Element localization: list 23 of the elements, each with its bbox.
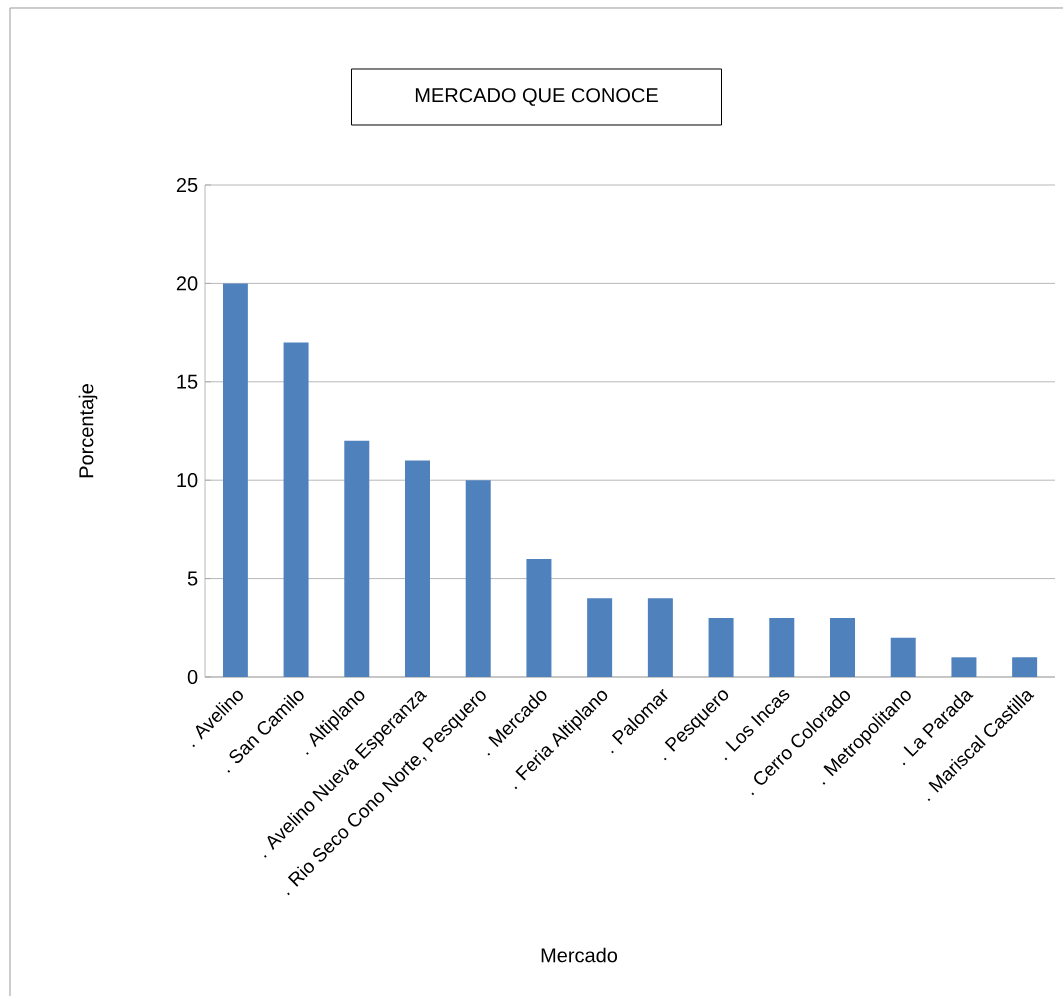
y-tick-label: 25 [176,177,198,193]
y-axis-title: Porcentaje [78,384,98,478]
y-tick-label: 15 [177,374,198,389]
bar [647,598,673,677]
bar [344,440,370,677]
chart-title: MERCADO QUE CONOCE [415,88,658,106]
bar [465,480,491,677]
bar [526,558,552,677]
x-axis-title: Mercado [541,947,618,963]
bar [769,617,795,677]
bar [890,637,916,677]
bar [708,617,734,677]
bar [587,598,613,677]
y-tick-label: 0 [187,669,198,685]
bar [830,617,855,677]
bar [951,657,977,677]
bar [283,342,309,677]
y-tick-label: 5 [187,571,198,586]
bar [1012,657,1038,677]
bar [222,283,248,677]
y-tick-label: 10 [177,473,198,488]
bar [405,460,431,677]
y-tick-label: 20 [176,276,198,291]
